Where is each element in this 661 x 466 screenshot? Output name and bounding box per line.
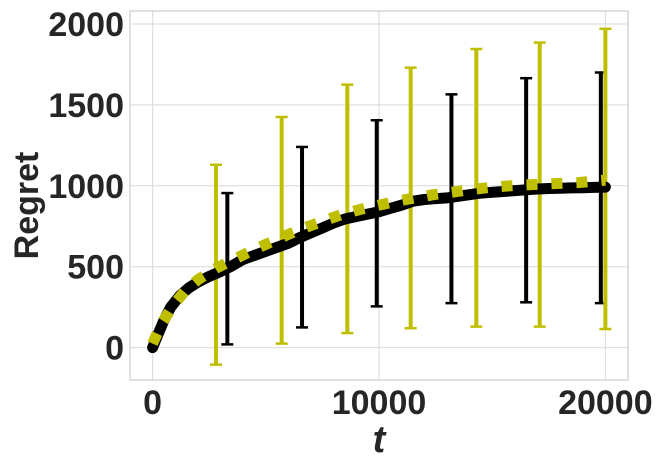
series-line-dotted (147, 174, 606, 346)
y-axis-label: Regret (8, 152, 46, 260)
grid-lines (130, 11, 628, 380)
y-tick-label: 0 (105, 330, 124, 368)
x-tick-label: 0 (143, 384, 162, 422)
y-tick-label: 1500 (48, 87, 124, 125)
error-bar (599, 27, 612, 331)
x-axis-label: t (373, 419, 387, 461)
y-tick-label: 2000 (48, 6, 124, 44)
series-line-solid (147, 181, 611, 354)
error-bar (470, 47, 483, 328)
tick-labels: 0 10000 20000 0 500 1000 1500 2000 (48, 6, 652, 422)
x-tick-label: 10000 (332, 384, 427, 422)
y-tick-label: 1000 (48, 168, 124, 206)
data-series (147, 27, 612, 366)
x-tick-label: 20000 (558, 384, 653, 422)
error-bar (275, 115, 288, 345)
error-bar (341, 83, 354, 335)
y-tick-label: 500 (67, 249, 124, 287)
plot-area-frame (129, 10, 629, 381)
